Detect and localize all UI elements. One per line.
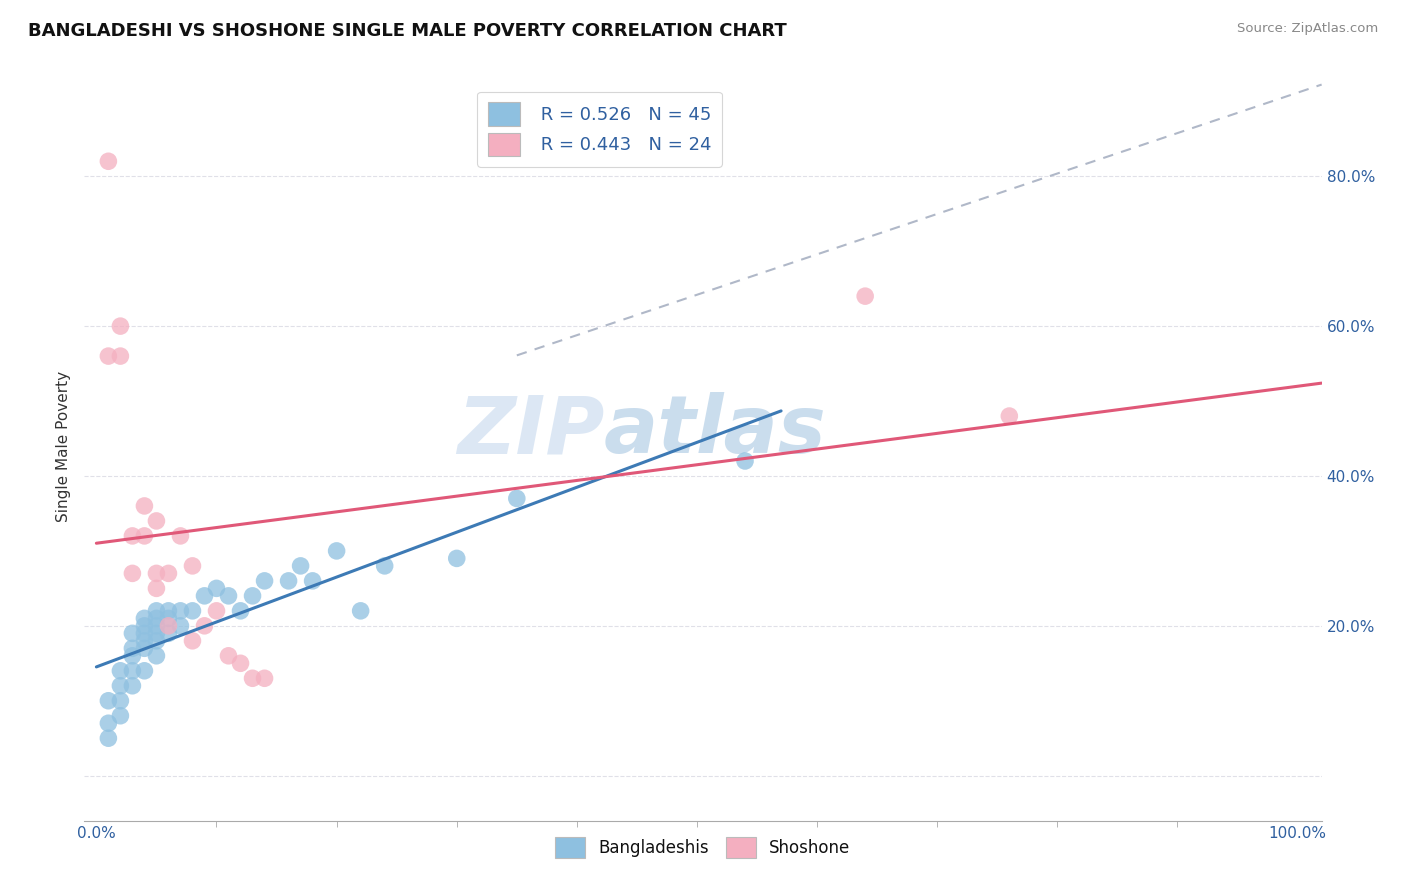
Point bbox=[145, 604, 167, 618]
Point bbox=[134, 664, 156, 678]
Point bbox=[121, 679, 143, 693]
Text: BANGLADESHI VS SHOSHONE SINGLE MALE POVERTY CORRELATION CHART: BANGLADESHI VS SHOSHONE SINGLE MALE POVE… bbox=[28, 22, 787, 40]
Point bbox=[134, 633, 156, 648]
Point bbox=[110, 664, 132, 678]
Point bbox=[121, 566, 143, 581]
Point bbox=[277, 574, 299, 588]
Point bbox=[181, 558, 204, 573]
Point bbox=[134, 611, 156, 625]
Point bbox=[110, 694, 132, 708]
Point bbox=[134, 529, 156, 543]
Point bbox=[121, 648, 143, 663]
Point bbox=[325, 544, 347, 558]
Point bbox=[121, 626, 143, 640]
Point bbox=[97, 694, 120, 708]
Point bbox=[157, 566, 180, 581]
Text: ZIP: ZIP bbox=[457, 392, 605, 470]
Point bbox=[97, 154, 120, 169]
Point bbox=[193, 619, 215, 633]
Point bbox=[145, 619, 167, 633]
Point bbox=[253, 574, 276, 588]
Point bbox=[121, 641, 143, 656]
Point bbox=[374, 558, 396, 573]
Point bbox=[218, 589, 240, 603]
Point bbox=[853, 289, 876, 303]
Point bbox=[97, 349, 120, 363]
Point bbox=[157, 604, 180, 618]
Point bbox=[145, 633, 167, 648]
Point bbox=[290, 558, 312, 573]
Point bbox=[145, 611, 167, 625]
Text: atlas: atlas bbox=[605, 392, 827, 470]
Point bbox=[350, 604, 373, 618]
Point bbox=[506, 491, 529, 506]
Point bbox=[145, 566, 167, 581]
Point bbox=[110, 708, 132, 723]
Point bbox=[229, 657, 252, 671]
Point bbox=[193, 589, 215, 603]
Point bbox=[242, 589, 264, 603]
Point bbox=[181, 604, 204, 618]
Point bbox=[181, 633, 204, 648]
Point bbox=[446, 551, 468, 566]
Point bbox=[998, 409, 1021, 423]
Point bbox=[134, 641, 156, 656]
Point bbox=[134, 499, 156, 513]
Y-axis label: Single Male Poverty: Single Male Poverty bbox=[56, 370, 72, 522]
Point bbox=[145, 626, 167, 640]
Point bbox=[205, 604, 228, 618]
Point bbox=[157, 619, 180, 633]
Point bbox=[145, 582, 167, 596]
Point bbox=[169, 604, 191, 618]
Point bbox=[97, 731, 120, 746]
Point bbox=[145, 648, 167, 663]
Point bbox=[229, 604, 252, 618]
Point bbox=[301, 574, 323, 588]
Point bbox=[218, 648, 240, 663]
Point bbox=[157, 626, 180, 640]
Point bbox=[134, 626, 156, 640]
Point bbox=[169, 529, 191, 543]
Point bbox=[734, 454, 756, 468]
Point bbox=[242, 671, 264, 685]
Point bbox=[121, 664, 143, 678]
Point bbox=[253, 671, 276, 685]
Legend: Bangladeshis, Shoshone: Bangladeshis, Shoshone bbox=[548, 830, 858, 864]
Point bbox=[110, 679, 132, 693]
Point bbox=[145, 514, 167, 528]
Point bbox=[205, 582, 228, 596]
Point bbox=[134, 619, 156, 633]
Point bbox=[169, 619, 191, 633]
Text: Source: ZipAtlas.com: Source: ZipAtlas.com bbox=[1237, 22, 1378, 36]
Point bbox=[110, 349, 132, 363]
Point bbox=[97, 716, 120, 731]
Point bbox=[157, 611, 180, 625]
Point bbox=[121, 529, 143, 543]
Point bbox=[110, 319, 132, 334]
